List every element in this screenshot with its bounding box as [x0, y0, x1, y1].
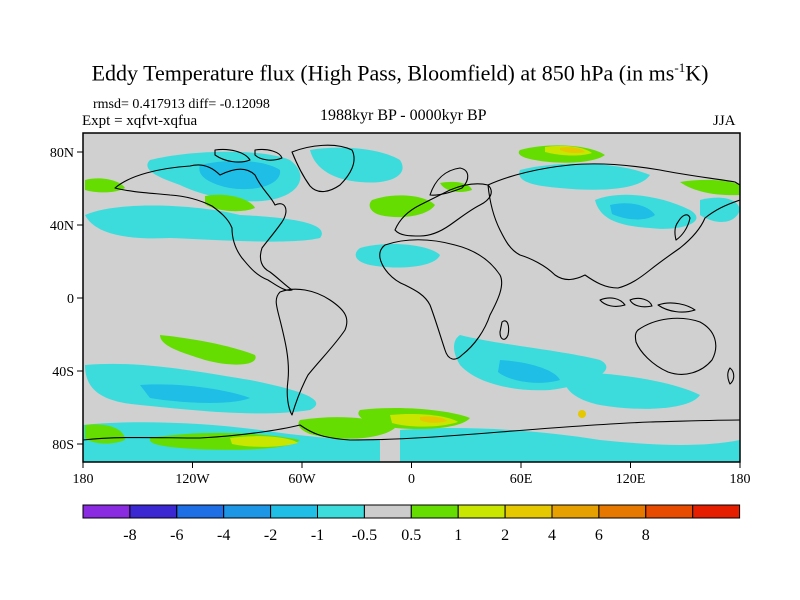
lat-labels: 80N 40N 0 40S 80S: [50, 146, 74, 453]
coastline-indonesia: [657, 302, 696, 313]
colorbar-label: 1: [454, 527, 462, 544]
lon-label: 180: [730, 472, 751, 487]
coastline-new-zealand: [727, 367, 735, 385]
lon-labels: 180 120W 60W 0 60E 120E 180: [73, 472, 751, 487]
coastline-madagascar: [499, 320, 510, 340]
anomaly-patch: [85, 205, 322, 242]
coastline-antarctica: [83, 419, 740, 441]
coastline-europe: [394, 183, 492, 237]
anomaly-core: [199, 160, 281, 190]
coastline-australia: [634, 317, 717, 375]
anomaly-patch: [519, 163, 650, 190]
lat-label: 80S: [52, 438, 74, 453]
colorbar-label: -8: [123, 527, 136, 544]
colorbar-swatch: [598, 504, 647, 519]
coastline-asia: [487, 163, 740, 289]
anomaly-core: [610, 203, 655, 220]
colorbar-label: -6: [170, 527, 183, 544]
plot-title: Eddy Temperature flux (High Pass, Bloomf…: [91, 60, 709, 86]
coastlines: [83, 144, 740, 441]
coastline-south-america: [275, 288, 348, 416]
coastline-north-america: [114, 164, 293, 291]
lat-label: 40N: [50, 219, 74, 234]
experiment-label: Expt = xqfvt-xqfua: [82, 113, 198, 129]
season-label: JJA: [713, 113, 736, 129]
warm-core: [420, 416, 447, 423]
lon-label: 0: [408, 472, 415, 487]
lon-label: 120W: [175, 472, 210, 487]
colorbar: [82, 504, 741, 519]
coastline-islands: [254, 148, 283, 161]
anomaly-patch: [355, 244, 440, 268]
colorbar-swatch: [645, 504, 694, 519]
stats-line: rmsd= 0.417913 diff= -0.12098: [93, 97, 270, 112]
colorbar-swatch: [457, 504, 506, 519]
anomaly-core: [140, 384, 250, 403]
positive-patch: [85, 178, 125, 193]
colorbar-swatch: [176, 504, 225, 519]
colorbar-label: 8: [642, 527, 650, 544]
coastline-greenland: [291, 144, 355, 193]
positive-patch: [440, 181, 472, 192]
anomaly-patch: [400, 428, 740, 462]
anomaly-patch: [564, 372, 700, 409]
colorbar-swatch: [129, 504, 178, 519]
lon-label: 180: [73, 472, 94, 487]
colorbar-swatch: [410, 504, 459, 519]
colorbar-label: 2: [501, 527, 509, 544]
colorbar-swatch: [270, 504, 319, 519]
positive-patch: [298, 417, 395, 439]
positive-patch: [369, 195, 435, 218]
warm-core: [230, 436, 298, 447]
coastline-indonesia: [629, 297, 653, 308]
coastline-islands: [214, 148, 251, 163]
colorbar-label: -2: [264, 527, 277, 544]
lon-label: 60E: [510, 472, 533, 487]
positive-patch: [160, 335, 256, 365]
coastline-africa: [379, 239, 503, 360]
colorbar-swatch: [223, 504, 272, 519]
rmsd-value: 0.417913: [132, 97, 185, 112]
lon-label: 60W: [288, 472, 316, 487]
colorbar-label: 4: [548, 527, 556, 544]
anomaly-core: [498, 360, 560, 383]
colorbar-swatch: [363, 504, 412, 519]
period-label: 1988kyr BP - 0000kyr BP: [320, 107, 487, 124]
colorbar-label: -4: [217, 527, 230, 544]
coastline-indonesia: [599, 297, 626, 307]
warm-core: [560, 147, 585, 154]
positive-patch: [205, 194, 255, 212]
flux-field: [83, 144, 740, 462]
coastline-scandinavia: [429, 167, 469, 196]
colorbar-labels: -8 -6 -4 -2 -1 -0.5 0.5 1 2 4 6 8: [123, 527, 650, 544]
axis-ticks: [77, 151, 741, 468]
colorbar-swatch: [551, 504, 600, 519]
colorbar-label: 6: [595, 527, 603, 544]
colorbar-swatch: [317, 504, 365, 519]
coastline-japan: [674, 214, 691, 241]
colorbar-swatch: [504, 504, 553, 519]
anomaly-patch: [310, 147, 403, 183]
colorbar-swatch: [692, 504, 741, 519]
lat-label: 0: [67, 292, 74, 307]
colorbar-swatch: [82, 504, 131, 519]
lon-label: 120E: [616, 472, 646, 487]
positive-patch: [680, 179, 740, 196]
lat-label: 80N: [50, 146, 74, 161]
warm-core: [578, 410, 586, 418]
diff-value: -0.12098: [219, 97, 270, 112]
colorbar-label: -1: [311, 527, 324, 544]
colorbar-label: -0.5: [352, 527, 377, 544]
lat-label: 40S: [52, 365, 74, 380]
colorbar-label: 0.5: [401, 527, 421, 544]
